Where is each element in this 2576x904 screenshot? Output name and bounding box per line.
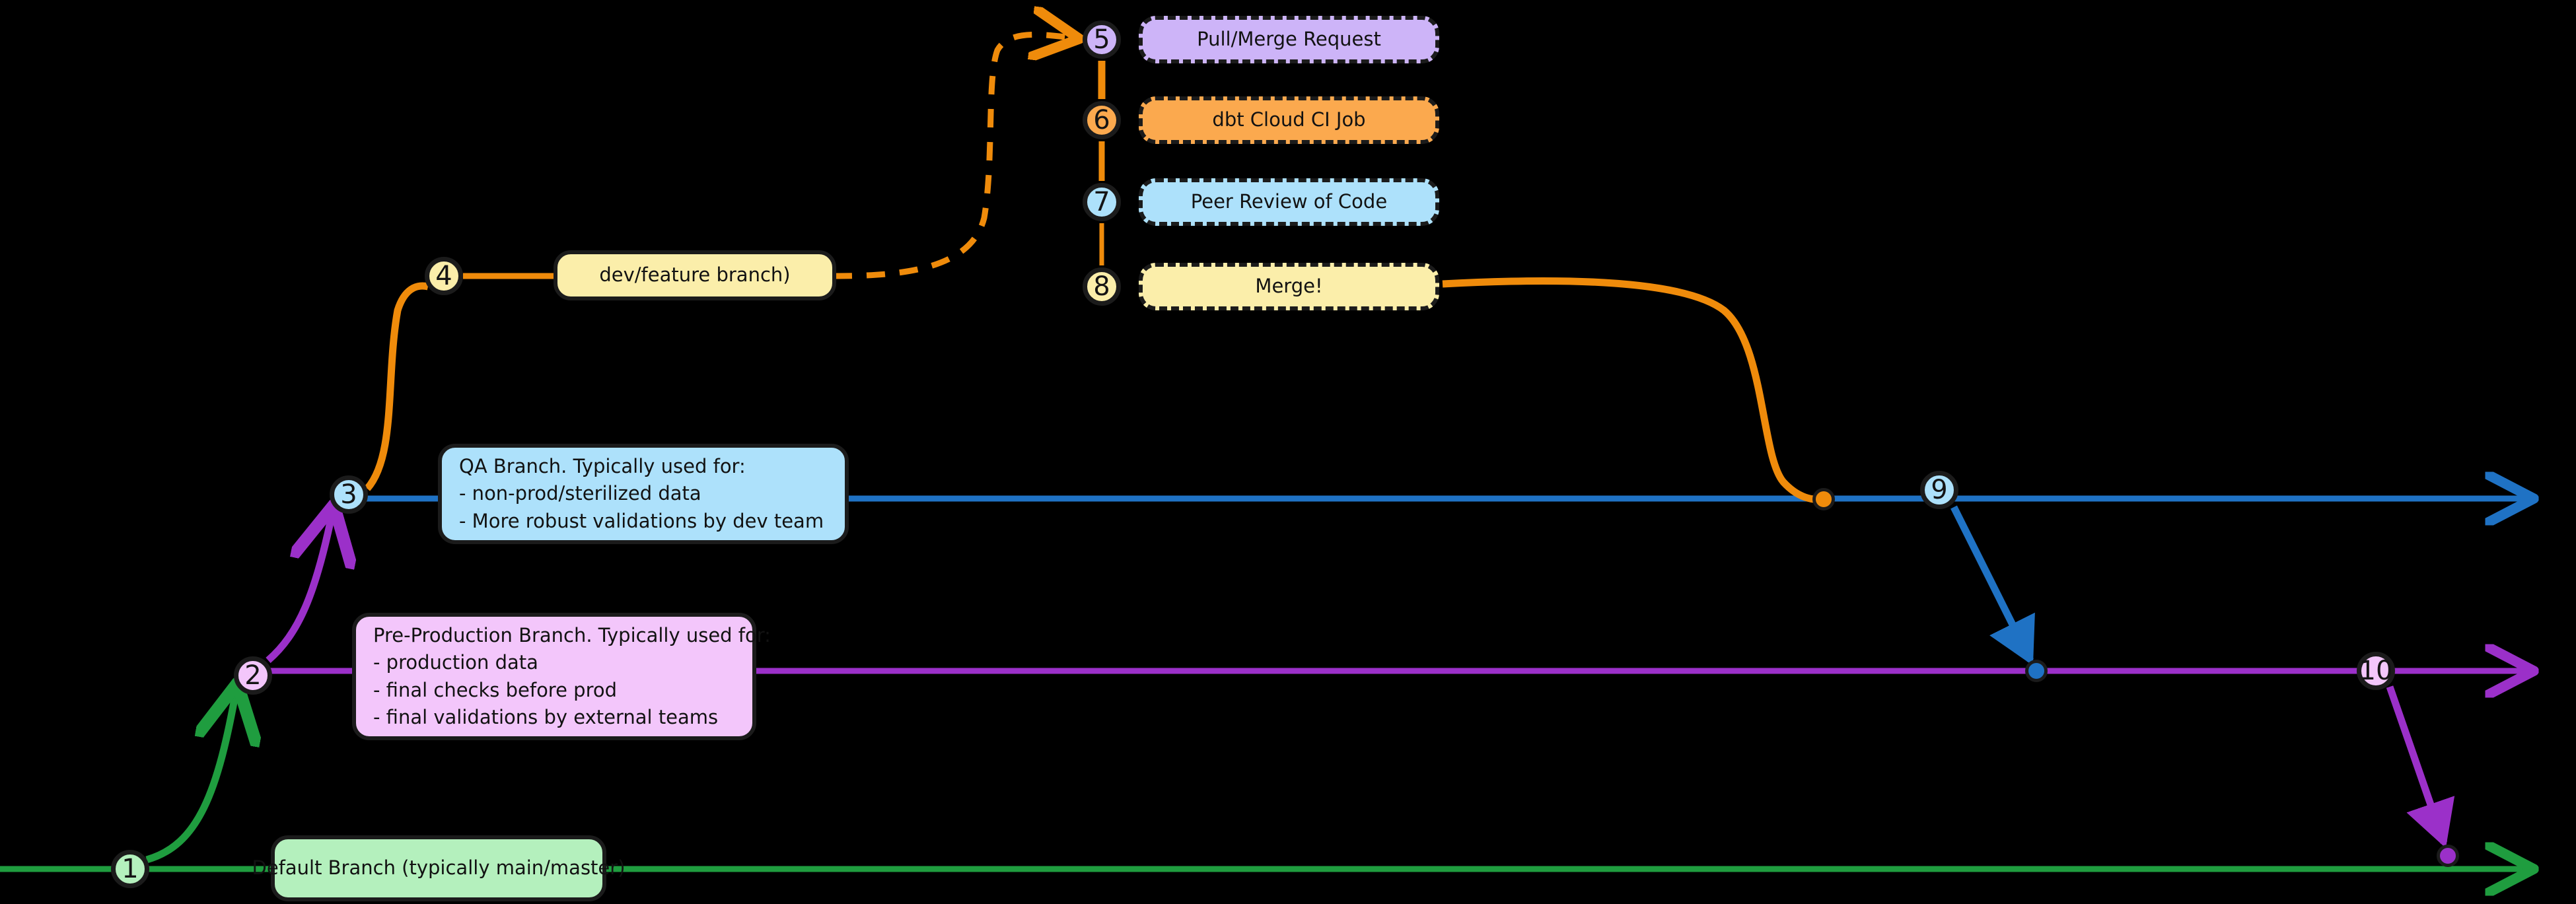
orange-merge-dot[interactable] (1812, 488, 1835, 510)
edge-9-to-pre-production (1950, 505, 2035, 666)
node-5-label: 5 (1093, 24, 1110, 55)
label-default-branch-text: Default Branch (typically main/master) (252, 856, 626, 880)
edge-10-to-default-branch (2386, 685, 2455, 849)
node-5[interactable]: 5 (1083, 20, 1121, 59)
node-10-label: 10 (2359, 656, 2393, 686)
label-dbt-cloud-ci-job: dbt Cloud CI Job (1139, 96, 1439, 144)
edge-dev-label-to-5 (833, 34, 1075, 279)
edge-3-to-4 (364, 282, 429, 491)
label-pull-merge-request: Pull/Merge Request (1139, 16, 1439, 63)
label-merge: Merge! (1139, 263, 1439, 310)
label-dbt-cloud-ci-job-text: dbt Cloud CI Job (1212, 108, 1366, 131)
label-qa-branch-text: QA Branch. Typically used for: - non-pro… (459, 455, 824, 532)
label-pre-production-branch-text: Pre-Production Branch. Typically used fo… (373, 624, 771, 728)
node-10[interactable]: 10 (2357, 652, 2395, 690)
label-default-branch: Default Branch (typically main/master) (252, 835, 626, 901)
label-pre-production-branch: Pre-Production Branch. Typically used fo… (352, 613, 771, 740)
node-3-label: 3 (340, 479, 357, 510)
node-8[interactable]: 8 (1083, 267, 1121, 306)
node-3[interactable]: 3 (330, 475, 368, 514)
label-merge-text: Merge! (1255, 275, 1323, 298)
node-6[interactable]: 6 (1083, 101, 1121, 139)
node-2[interactable]: 2 (234, 656, 272, 695)
edge-1-to-2 (145, 688, 236, 864)
node-1-label: 1 (122, 854, 139, 884)
edge-2-to-3 (266, 510, 333, 664)
node-9-label: 9 (1931, 475, 1948, 505)
node-7-label: 7 (1093, 187, 1110, 217)
node-6-label: 6 (1093, 105, 1110, 135)
label-peer-review-of-code: Peer Review of Code (1139, 178, 1439, 226)
node-1[interactable]: 1 (111, 850, 149, 888)
label-pull-merge-request-text: Pull/Merge Request (1197, 28, 1381, 51)
label-dev-feature-branch-text: dev/feature branch) (599, 263, 791, 287)
label-dev-feature-branch: dev/feature branch) (554, 250, 836, 300)
blue-merge-dot[interactable] (2025, 660, 2048, 682)
edge-merge-to-qa-branch (1442, 277, 1824, 503)
node-2-label: 2 (244, 660, 262, 691)
node-8-label: 8 (1093, 271, 1110, 302)
label-qa-branch: QA Branch. Typically used for: - non-pro… (438, 444, 849, 544)
node-4[interactable]: 4 (425, 257, 463, 295)
purple-merge-dot[interactable] (2437, 845, 2459, 867)
label-peer-review-of-code-text: Peer Review of Code (1190, 190, 1388, 213)
node-7[interactable]: 7 (1083, 183, 1121, 221)
node-9[interactable]: 9 (1920, 471, 1958, 509)
node-4-label: 4 (435, 261, 452, 291)
